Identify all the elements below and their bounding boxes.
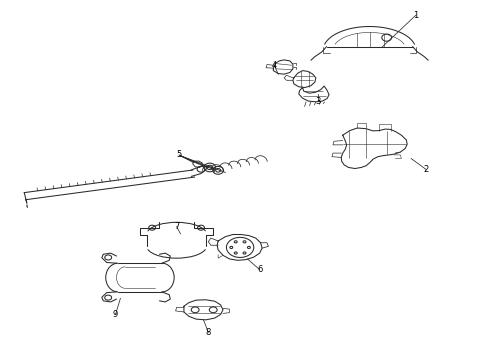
Text: 5: 5 — [176, 150, 182, 159]
Text: 1: 1 — [414, 10, 418, 19]
Text: 8: 8 — [206, 328, 211, 337]
Text: 2: 2 — [423, 165, 428, 174]
Text: 7: 7 — [174, 222, 179, 231]
Text: 6: 6 — [257, 265, 262, 274]
Text: 4: 4 — [271, 61, 277, 70]
Text: 9: 9 — [113, 310, 118, 319]
Text: 3: 3 — [316, 96, 321, 105]
